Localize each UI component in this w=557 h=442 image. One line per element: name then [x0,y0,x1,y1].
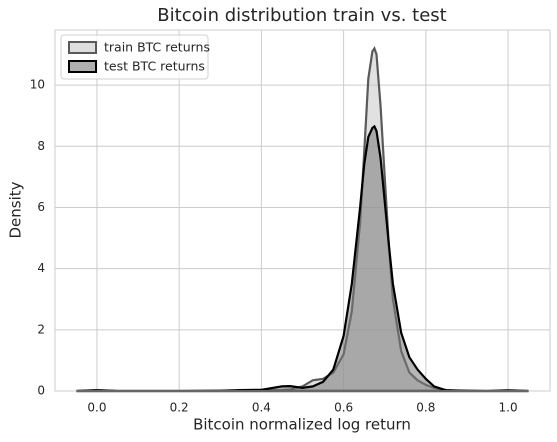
x-tick-label: 0.4 [252,401,271,415]
density-area [76,124,529,393]
legend: train BTC returns test BTC returns [60,34,210,80]
x-axis-label: Bitcoin normalized log return [193,416,411,434]
x-tick-label: 0.0 [87,401,106,415]
plot-border [54,29,551,392]
y-tick-label: 8 [37,139,45,153]
y-tick-label: 4 [37,261,45,275]
y-tick-label: 2 [37,322,45,336]
y-axis-label: Density [7,181,25,238]
chart-title: Bitcoin distribution train vs. test [157,5,446,26]
y-tick-label: 6 [37,200,45,214]
legend-swatch [68,41,97,54]
x-tick-label: 1.0 [499,401,518,415]
plot-area [55,30,550,391]
y-tick-label: 10 [30,78,45,92]
legend-label: test BTC returns [104,59,205,74]
x-tick-label: 0.2 [170,401,189,415]
x-tick-label: 0.8 [416,401,435,415]
x-tick-label: 0.6 [334,401,353,415]
legend-swatch [68,60,97,73]
legend-box [60,34,209,80]
y-tick-label: 0 [37,384,45,398]
legend-label: train BTC returns [104,40,210,55]
